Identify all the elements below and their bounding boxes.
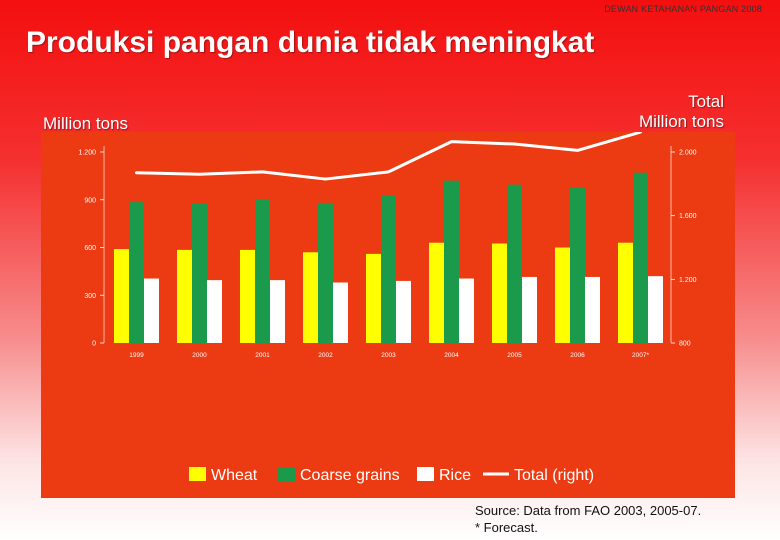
left-axis-tick-label: 1.200 (78, 150, 96, 157)
x-axis-tick-label: 2001 (255, 352, 270, 359)
right-axis-tick-label: 800 (679, 341, 691, 348)
wheat-bar (555, 247, 570, 343)
wheat-bar (240, 249, 255, 343)
wheat-bar (492, 243, 507, 343)
source-line: Source: Data from FAO 2003, 2005-07. (475, 503, 702, 518)
left-axis-tick-label: 0 (92, 341, 96, 348)
coarse-grains-bar (192, 203, 207, 343)
coarse-grains-bar (255, 198, 270, 343)
rice-bar (459, 278, 474, 343)
rice-bar (207, 280, 222, 343)
right-axis-tick-label: 1.200 (679, 277, 697, 284)
left-axis-tick-label: 600 (84, 245, 96, 252)
wheat-bar (303, 252, 318, 343)
wheat-bar (429, 242, 444, 343)
coarse-grains-bar (570, 187, 585, 343)
slide-title: Produksi pangan dunia tidak meningkat (26, 26, 595, 59)
x-axis-tick-label: 2007* (632, 352, 649, 359)
coarse-grains-bar (507, 184, 522, 343)
rice-legend-label: Rice (439, 467, 471, 484)
right-axis-unit: Total Million tons (639, 92, 724, 132)
chart-panel: 0 300 600 900 1.200 800 1.200 1.600 2.000 1999 200… (41, 132, 735, 498)
rice-bar (144, 278, 159, 343)
coarse-grains-bar (381, 194, 396, 343)
rice-bar (648, 276, 663, 343)
total-line (135, 132, 642, 181)
right-axis-tick-label: 1.600 (679, 213, 697, 220)
production-chart: 0 300 600 900 1.200 800 1.200 1.600 2.000 1999 200… (78, 132, 697, 484)
rice-legend-swatch (417, 467, 434, 481)
wheat-bar (366, 253, 381, 343)
coarse-grains-bar (318, 202, 333, 343)
right-axis-unit-line1: Total (688, 92, 724, 111)
coarse-grains-legend-swatch (278, 467, 295, 481)
left-axis-unit: Million tons (43, 114, 129, 133)
x-axis-tick-label: 2000 (192, 352, 207, 359)
right-axis-unit-line2: Million tons (638, 112, 724, 131)
wheat-bar (177, 249, 192, 343)
coarse-grains-bar (633, 172, 648, 343)
rice-bar (270, 280, 285, 343)
total-legend-label: Total (right) (514, 467, 594, 484)
right-axis-tick-label: 2.000 (679, 150, 697, 157)
left-axis-tick-label: 900 (84, 197, 96, 204)
wheat-bar (618, 242, 633, 343)
x-axis-tick-label: 1999 (129, 352, 144, 359)
wheat-legend-label: Wheat (211, 467, 258, 484)
rice-bar (522, 276, 537, 343)
rice-bar (333, 282, 348, 343)
x-axis-tick-label: 2003 (381, 352, 396, 359)
x-axis-tick-label: 2002 (318, 352, 333, 359)
coarse-grains-bar (129, 202, 144, 343)
x-axis-tick-label: 2004 (444, 352, 459, 359)
wheat-legend-swatch (189, 467, 206, 481)
coarse-grains-legend-label: Coarse grains (300, 467, 400, 484)
coarse-grains-bar (444, 180, 459, 343)
wheat-bar (114, 249, 129, 343)
left-axis-tick-label: 300 (84, 293, 96, 300)
rice-bar (585, 276, 600, 343)
header-note: DEWAN KETAHANAN PANGAN 2008 (604, 4, 762, 14)
source-note: Source: Data from FAO 2003, 2005-07. * F… (475, 502, 701, 536)
forecast-note: * Forecast. (475, 520, 538, 535)
rice-bar (396, 280, 411, 343)
x-axis-tick-label: 2006 (570, 352, 585, 359)
x-axis-tick-label: 2005 (507, 352, 522, 359)
